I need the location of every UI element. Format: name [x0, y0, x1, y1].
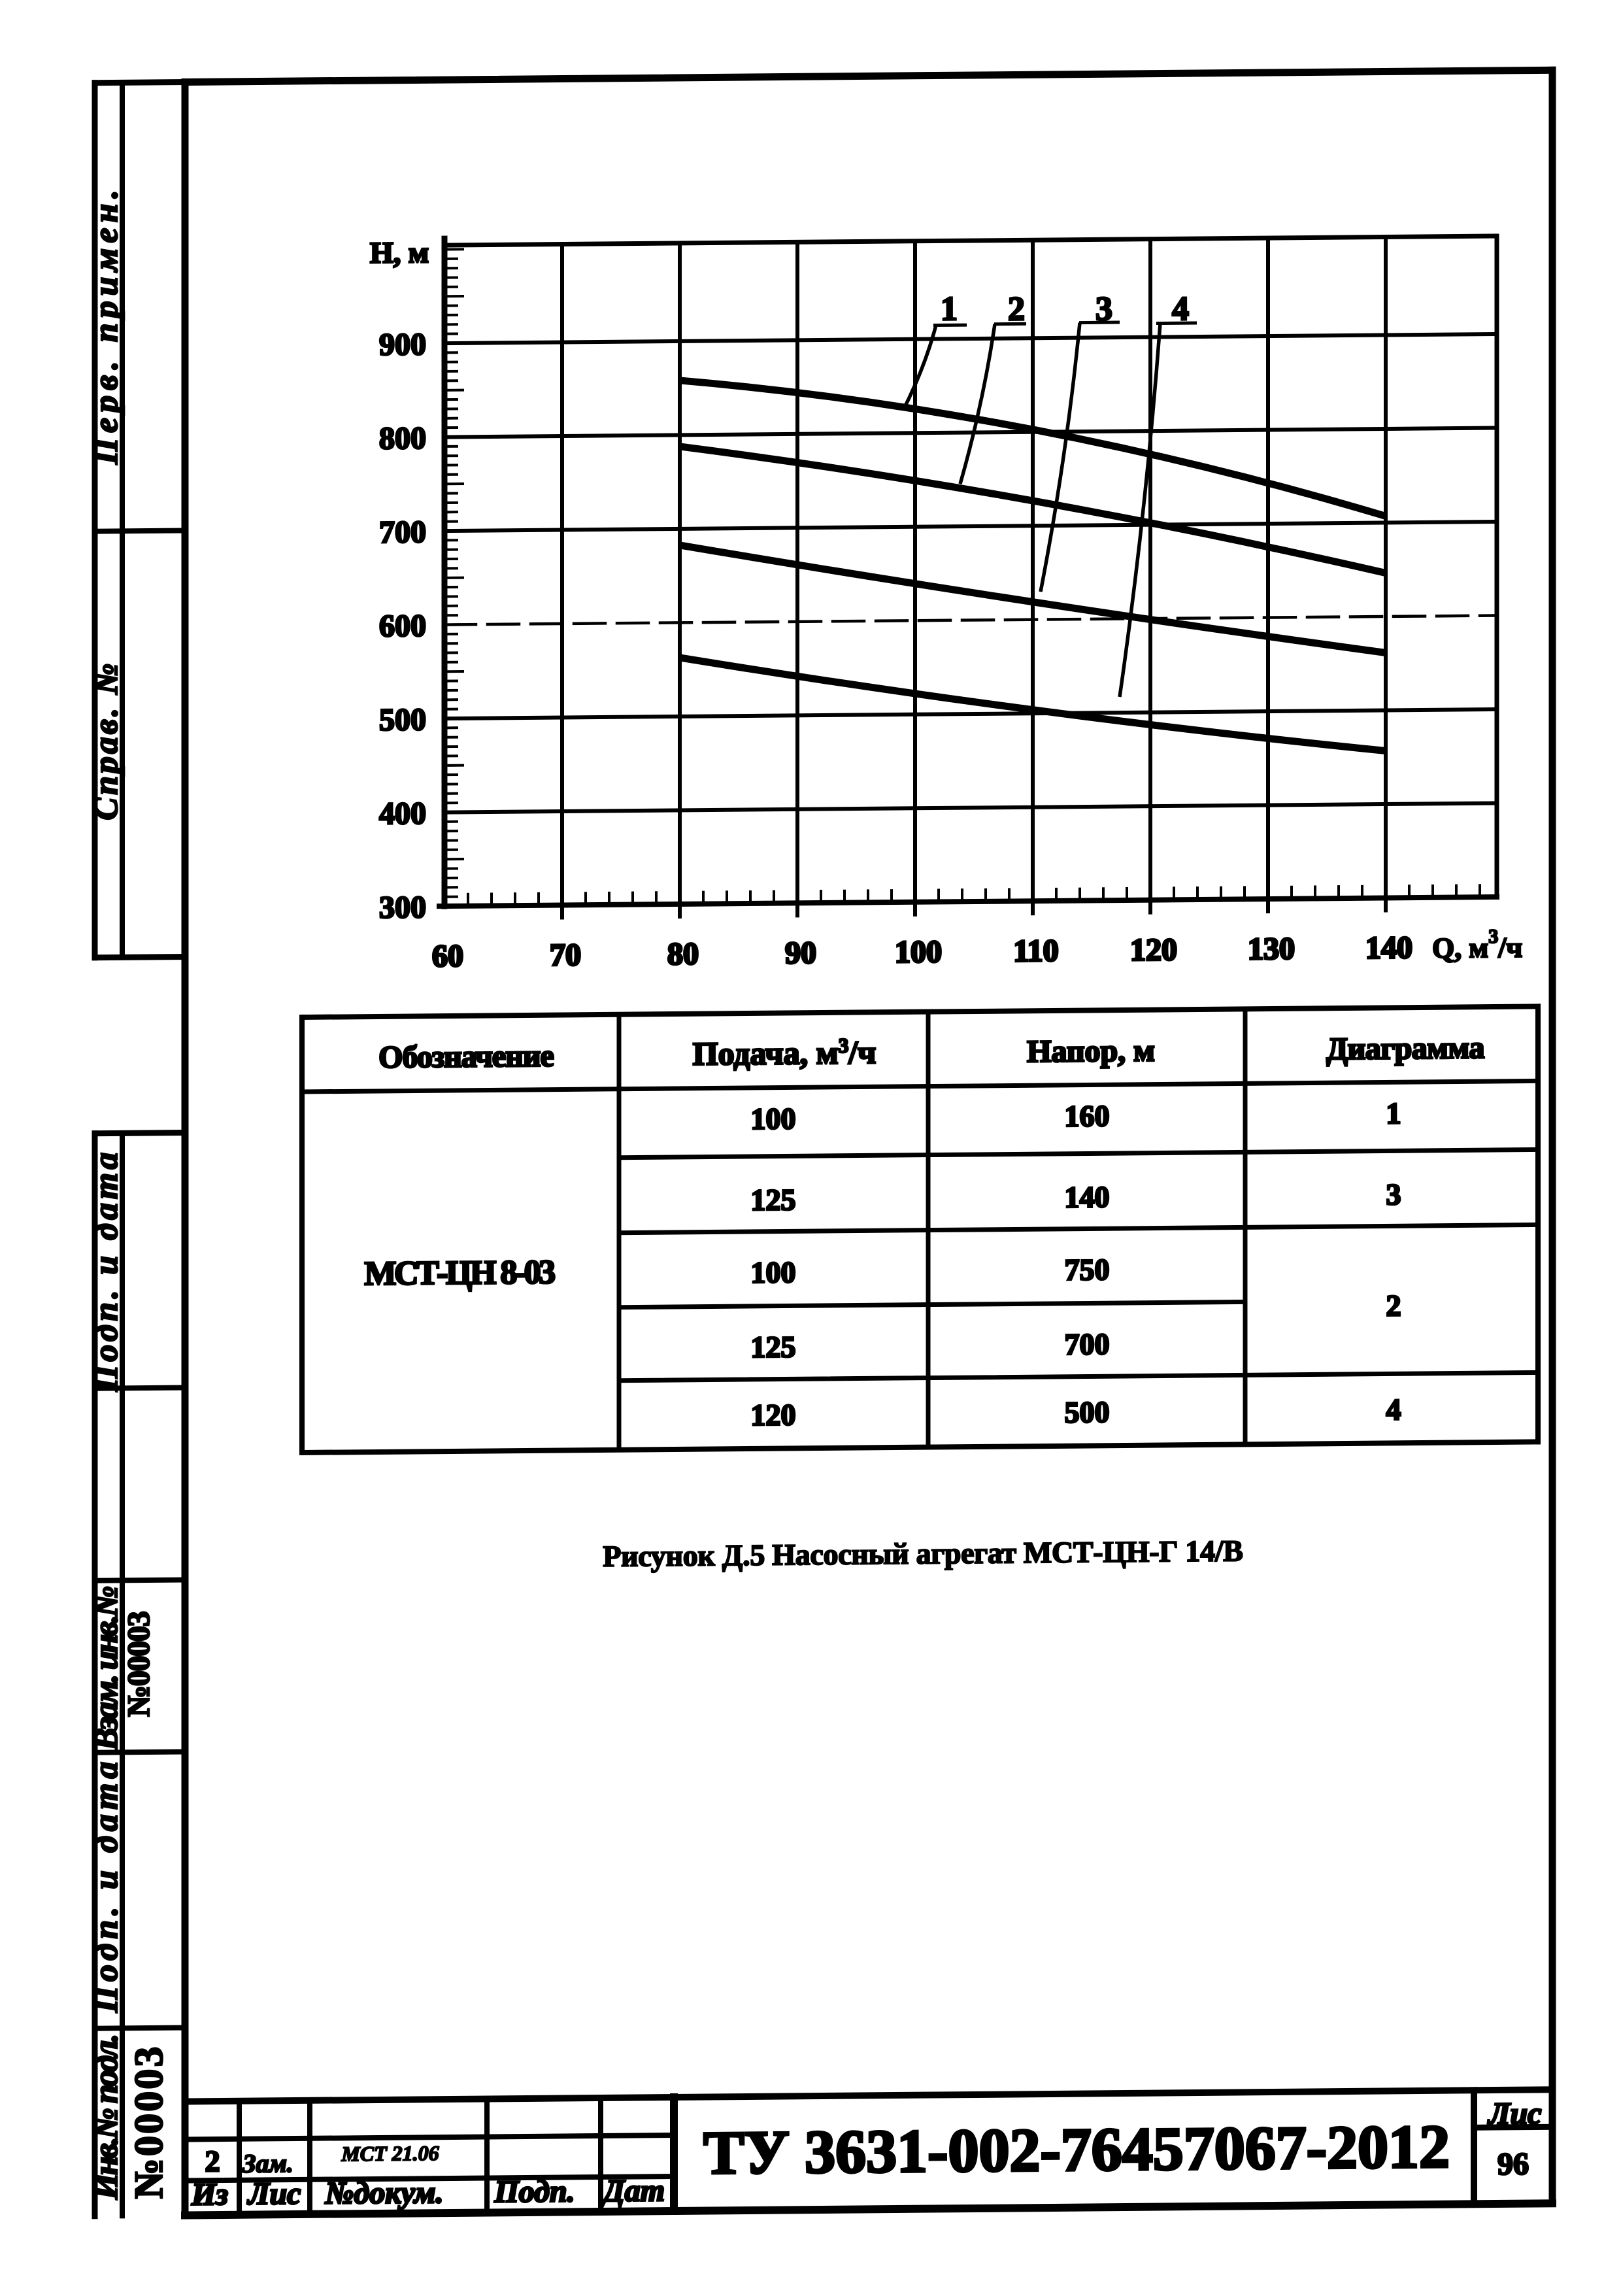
svg-text:800: 800: [379, 421, 426, 456]
svg-text:Зам.: Зам.: [242, 2148, 293, 2178]
svg-text:300: 300: [379, 890, 426, 925]
svg-text:Подп. и дата: Подп. и дата: [88, 1761, 125, 2013]
svg-text:№докум.: №докум.: [324, 2175, 443, 2211]
svg-text:130: 130: [1248, 932, 1295, 967]
svg-text:125: 125: [751, 1330, 796, 1364]
svg-text:700: 700: [379, 515, 426, 550]
svg-text:140: 140: [1365, 930, 1412, 966]
svg-text:2: 2: [205, 2144, 220, 2178]
svg-text:Из: Из: [191, 2177, 228, 2212]
svg-text:Лис: Лис: [1488, 2096, 1542, 2131]
svg-text:МСТ-ЦН 8-03: МСТ-ЦН 8-03: [364, 1254, 555, 1293]
svg-text:Лис: Лис: [247, 2176, 301, 2212]
svg-text:900: 900: [379, 327, 426, 362]
svg-text:120: 120: [751, 1398, 796, 1432]
svg-text:90: 90: [785, 936, 816, 970]
svg-text:Перв. примен.: Перв. примен.: [88, 190, 125, 465]
svg-text:Н, м: Н, м: [370, 235, 429, 269]
svg-text:110: 110: [1013, 934, 1058, 969]
svg-text:3: 3: [1386, 1177, 1401, 1211]
svg-text:600: 600: [379, 609, 426, 644]
svg-text:750: 750: [1065, 1253, 1110, 1287]
svg-text:Рисунок Д.5 Насосный агрегат М: Рисунок Д.5 Насосный агрегат МСТ-ЦН-Г 14…: [603, 1534, 1243, 1573]
svg-text:400: 400: [379, 796, 426, 832]
svg-text:Напор, м: Напор, м: [1027, 1034, 1155, 1070]
svg-text:Обозначение: Обозначение: [378, 1039, 554, 1075]
svg-text:100: 100: [895, 934, 942, 970]
svg-text:2: 2: [1386, 1289, 1401, 1322]
svg-text:125: 125: [751, 1183, 796, 1217]
svg-text:Диаграмма: Диаграмма: [1326, 1030, 1484, 1066]
svg-text:96: 96: [1497, 2147, 1529, 2182]
svg-text:100: 100: [751, 1102, 796, 1136]
svg-text:4: 4: [1386, 1393, 1401, 1426]
svg-text:70: 70: [550, 937, 581, 972]
svg-text:Дат: Дат: [601, 2173, 665, 2208]
svg-text:Подп.: Подп.: [493, 2174, 575, 2209]
svg-text:1: 1: [941, 290, 958, 328]
svg-text:Подача, м3/ч: Подача, м3/ч: [693, 1034, 877, 1072]
svg-text:№00003: №00003: [127, 2046, 171, 2199]
svg-text:80: 80: [667, 937, 699, 971]
svg-text:№00003: №00003: [122, 1611, 156, 1717]
svg-text:Взам. инв.№: Взам. инв.№: [88, 1585, 125, 1751]
svg-text:500: 500: [379, 702, 426, 737]
svg-text:120: 120: [1130, 932, 1177, 968]
svg-text:160: 160: [1065, 1099, 1110, 1133]
svg-text:100: 100: [751, 1255, 796, 1289]
svg-text:60: 60: [432, 939, 463, 973]
svg-text:Подп. и дата: Подп. и дата: [88, 1152, 125, 1392]
svg-text:Инв.№ подл.: Инв.№ подл.: [88, 2033, 125, 2200]
svg-text:700: 700: [1065, 1327, 1110, 1361]
svg-text:140: 140: [1065, 1180, 1110, 1214]
svg-text:1: 1: [1386, 1096, 1401, 1130]
svg-text:500: 500: [1065, 1395, 1110, 1429]
svg-text:ТУ 3631-002-76457067-2012: ТУ 3631-002-76457067-2012: [703, 2113, 1450, 2187]
svg-text:МСТ 21.06: МСТ 21.06: [341, 2141, 439, 2165]
